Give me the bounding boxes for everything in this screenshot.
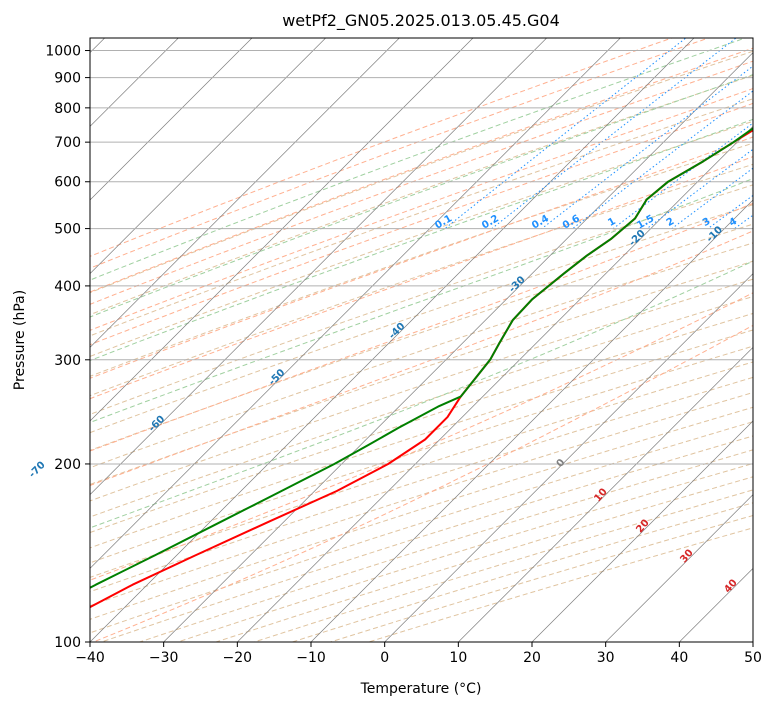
- isotherm-line: [90, 38, 474, 422]
- x-tick-label: 0: [380, 650, 389, 666]
- y-tick-label: 200: [54, 457, 81, 473]
- chart-title: wetPf2_GN05.2025.013.05.45.G04: [282, 11, 560, 31]
- y-tick-label: 1000: [45, 44, 81, 60]
- isotherm-line: [90, 38, 621, 569]
- moist-adiabat-line: [90, 292, 753, 581]
- dry-adiabat-line: [90, 329, 753, 549]
- isotherm-line: [90, 38, 695, 642]
- profile-line-2: [90, 127, 753, 589]
- x-tick-label: −10: [296, 650, 326, 666]
- x-axis: −40 −30 −20 −10 0 10 20 30 40 50: [75, 642, 762, 666]
- isotherm-line: [90, 38, 547, 496]
- x-tick-label: −30: [149, 650, 179, 666]
- moist-adiabat-line: [90, 202, 753, 452]
- x-axis-label: Temperature (°C): [360, 681, 482, 697]
- x-tick-label: 30: [597, 650, 615, 666]
- y-axis-label: Pressure (hPa): [12, 290, 28, 390]
- x-tick-label: 10: [449, 650, 467, 666]
- plot-frame: [89, 37, 754, 643]
- y-tick-label: 600: [54, 175, 81, 191]
- profile-series: [90, 127, 753, 609]
- y-tick-label: 700: [54, 135, 81, 151]
- dry-adiabat-line: [90, 50, 753, 294]
- dry-adiabat-line: [90, 312, 753, 534]
- moist-adiabat-line: [93, 324, 753, 642]
- isotherm-line: [605, 494, 753, 642]
- y-tick-label: 900: [54, 71, 81, 87]
- dry-adiabat-line: [90, 345, 753, 564]
- isotherm-line: [310, 199, 753, 642]
- isotherm-line: [384, 273, 753, 642]
- isotherm-line: [90, 38, 253, 201]
- moist-adiabat-line: [90, 260, 753, 529]
- y-tick-label: 100: [54, 635, 81, 651]
- dry-adiabat-line: [90, 260, 753, 486]
- x-tick-label: 50: [744, 650, 762, 666]
- isotherm-line: [90, 38, 400, 348]
- dry-adiabat-line: [90, 120, 753, 357]
- mixing-ratio-label: 2: [665, 216, 677, 229]
- isotherm-line: [163, 52, 753, 642]
- moist-adiabat-line: [90, 38, 747, 281]
- dry-adiabat-line: [90, 74, 753, 316]
- mixing-ratio-label: 4: [728, 216, 740, 229]
- dry-adiabat-line: [90, 163, 753, 397]
- y-tick-label: 400: [54, 279, 81, 295]
- dry-adiabat-line: [90, 204, 753, 434]
- isotherm-line: [458, 346, 753, 642]
- x-tick-label: −20: [223, 650, 253, 666]
- isotherm-line: [90, 38, 326, 275]
- moist-adiabat-line: [90, 178, 753, 424]
- dry-adiabat-line: [90, 242, 753, 469]
- mixing-ratio-label: 1: [606, 216, 618, 229]
- y-axis: 100 200 300 400 500 600 700 800 900 1000: [45, 44, 90, 651]
- isotherm-line: [531, 420, 753, 642]
- x-tick-label: −40: [75, 650, 105, 666]
- dry-adiabat-line: [90, 361, 753, 578]
- y-tick-label: 800: [54, 101, 81, 117]
- y-tick-label: 500: [54, 222, 81, 238]
- pressure-gridlines: [90, 50, 753, 642]
- x-tick-label: 40: [670, 650, 688, 666]
- dry-adiabat-line: [90, 184, 753, 415]
- mixing-ratio-label: 3: [701, 216, 713, 229]
- x-tick-label: 20: [523, 650, 541, 666]
- y-tick-label: 300: [54, 353, 81, 369]
